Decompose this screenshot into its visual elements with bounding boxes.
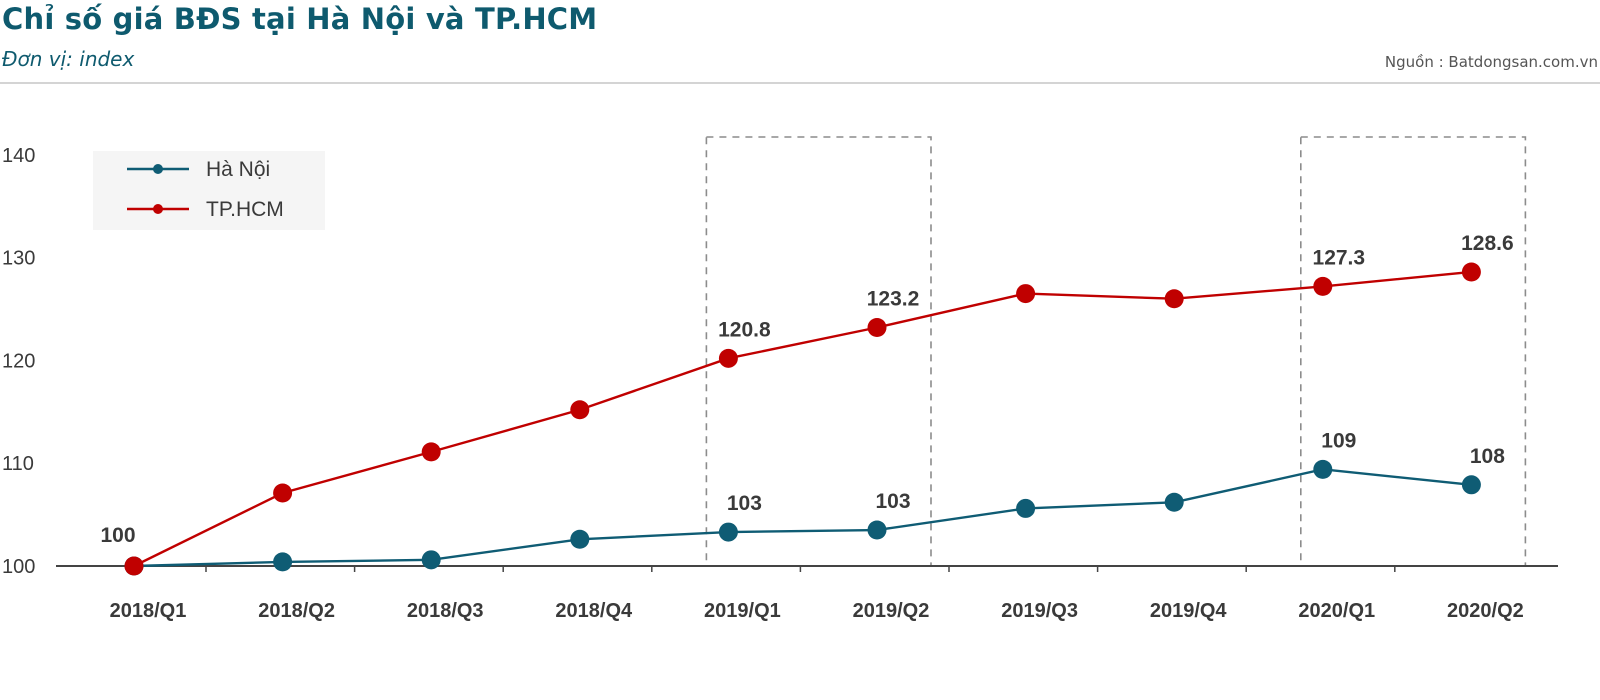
point-ha-noi [1461,475,1481,495]
point-ha-noi [273,552,293,572]
y-tick-label: 130 [2,248,35,270]
point-tphcm [1461,262,1481,282]
source-note: Nguồn : Batdongsan.com.vn [1384,53,1598,71]
point-ha-noi [1164,492,1184,512]
point-tphcm [124,556,144,576]
x-tick-label: 2018/Q3 [407,600,484,622]
point-tphcm [1164,289,1184,309]
x-tick-label: 2020/Q2 [1447,600,1524,622]
data-label-tphcm: 120.8 [718,318,771,341]
highlight-boxes [705,136,1527,567]
point-ha-noi [718,522,738,542]
point-tphcm [273,483,293,503]
data-label-tphcm: 123.2 [867,288,920,311]
chart-title: Chỉ số giá BĐS tại Hà Nội và TP.HCM [2,2,598,36]
point-tphcm [1016,284,1036,304]
y-tick-label: 120 [2,350,35,372]
point-ha-noi [1016,498,1036,518]
point-tphcm [718,348,738,368]
point-ha-noi [421,550,441,570]
data-label-ha-noi: 103 [875,490,910,513]
data-label-ha-noi: 109 [1321,429,1356,452]
y-tick-label: 140 [2,145,35,167]
point-tphcm [421,442,441,462]
point-ha-noi [1313,459,1333,479]
y-tick-label: 100 [2,556,35,578]
header-divider [0,82,1600,84]
data-label-tphcm: 128.6 [1461,232,1514,255]
legend-label: TP.HCM [206,198,284,221]
legend: Hà Nội TP.HCM [93,151,325,230]
legend-swatch-marker [153,164,163,174]
data-labels: 103 103 109 108 100 120.8 123.2 127.3 128.6 [100,232,1513,547]
data-label-ha-noi: 108 [1470,445,1505,468]
data-label-tphcm: 127.3 [1313,246,1366,269]
legend-swatch-marker [153,204,163,214]
x-tick-label: 2018/Q4 [555,600,633,622]
x-tick-label: 2018/Q1 [110,600,187,622]
series-layer [124,262,1481,576]
x-tick-label: 2020/Q1 [1298,600,1375,622]
series-line-tphcm [133,270,1472,568]
highlight-box-2 [1300,136,1527,567]
x-tick-label: 2019/Q1 [704,600,781,622]
data-label-tphcm: 100 [100,524,135,547]
legend-background [93,151,325,230]
point-tphcm [867,318,887,338]
data-label-ha-noi: 103 [727,492,762,515]
highlight-box-1 [705,136,932,567]
x-tick-label: 2019/Q2 [853,600,930,622]
x-tick-label: 2018/Q2 [258,600,335,622]
y-axis: 100 110 120 130 140 [2,145,35,578]
point-tphcm [1313,276,1333,296]
y-tick-label: 110 [2,453,34,475]
point-ha-noi [570,529,590,549]
x-axis: 2018/Q1 2018/Q2 2018/Q3 2018/Q4 2019/Q1 2019/… [56,565,1558,622]
point-ha-noi [867,520,887,540]
x-tick-label: 2019/Q3 [1001,600,1078,622]
x-tick-label: 2019/Q4 [1150,600,1228,622]
point-tphcm [570,400,590,420]
series-line-ha-noi [133,468,1472,568]
legend-label: Hà Nội [206,158,270,181]
chart-subtitle: Đơn vị: index [2,47,135,71]
